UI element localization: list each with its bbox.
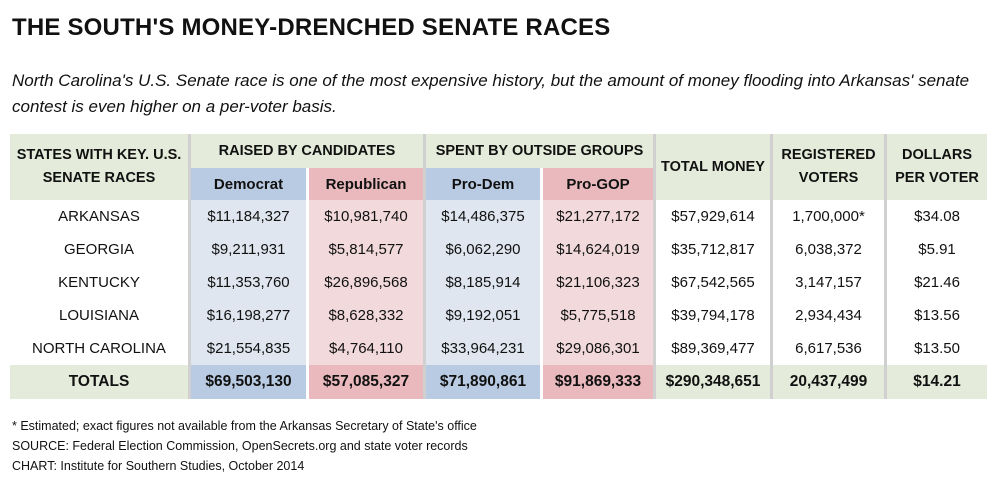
cell-state: NORTH CAROLINA bbox=[10, 332, 188, 365]
cell-registered-voters: 2,934,434 bbox=[770, 299, 885, 332]
header-dollars-per-voter: DOLLARS PER VOTER bbox=[884, 134, 988, 200]
cell-dollars-per-voter: $5.91 bbox=[884, 233, 988, 266]
cell-registered-voters: 6,617,536 bbox=[770, 332, 885, 365]
cell-state: ARKANSAS bbox=[10, 200, 188, 233]
total-cell-registered-voters: 20,437,499 bbox=[770, 365, 885, 399]
cell-pro-gop: $21,106,323 bbox=[540, 266, 654, 299]
cell-pro-dem: $14,486,375 bbox=[423, 200, 540, 233]
cell-pro-dem: $6,062,290 bbox=[423, 233, 540, 266]
cell-total-money: $57,929,614 bbox=[653, 200, 771, 233]
table-row: LOUISIANA $16,198,277 $8,628,332 $9,192,051… bbox=[10, 299, 988, 332]
cell-pro-gop: $29,086,301 bbox=[540, 332, 654, 365]
cell-republican: $5,814,577 bbox=[306, 233, 423, 266]
cell-republican: $8,628,332 bbox=[306, 299, 423, 332]
cell-total-money: $39,794,178 bbox=[653, 299, 771, 332]
header-raised-by-candidates: RAISED BY CANDIDATES bbox=[188, 134, 423, 168]
cell-pro-gop: $21,277,172 bbox=[540, 200, 654, 233]
table-row: KENTUCKY $11,353,760 $26,896,568 $8,185,914… bbox=[10, 266, 988, 299]
total-cell-state: TOTALS bbox=[10, 365, 188, 399]
totals-row: TOTALS $69,503,130 $57,085,327 $71,890,861 $… bbox=[10, 365, 988, 399]
footnote-estimated: * Estimated; exact figures not available… bbox=[12, 419, 477, 433]
cell-democrat: $9,211,931 bbox=[188, 233, 306, 266]
cell-pro-gop: $5,775,518 bbox=[540, 299, 654, 332]
cell-registered-voters: 3,147,157 bbox=[770, 266, 885, 299]
cell-republican: $26,896,568 bbox=[306, 266, 423, 299]
cell-total-money: $67,542,565 bbox=[653, 266, 771, 299]
senate-money-table: STATES WITH KEY. U.S. SENATE RACES RAISE… bbox=[10, 134, 988, 399]
cell-democrat: $21,554,835 bbox=[188, 332, 306, 365]
cell-registered-voters: 6,038,372 bbox=[770, 233, 885, 266]
cell-registered-voters: 1,700,000* bbox=[770, 200, 885, 233]
footnote-chart-credit: CHART: Institute for Southern Studies, O… bbox=[12, 459, 305, 473]
chart-title: THE SOUTH'S MONEY-DRENCHED SENATE RACES bbox=[12, 14, 611, 41]
total-cell-pro-dem: $71,890,861 bbox=[423, 365, 540, 399]
total-cell-total-money: $290,348,651 bbox=[653, 365, 771, 399]
total-cell-republican: $57,085,327 bbox=[306, 365, 423, 399]
header-registered-voters: REGISTERED VOTERS bbox=[770, 134, 885, 200]
cell-dollars-per-voter: $21.46 bbox=[884, 266, 988, 299]
header-total-money: TOTAL MONEY bbox=[653, 134, 771, 200]
table-body: ARKANSAS $11,184,327 $10,981,740 $14,486,37… bbox=[10, 200, 988, 399]
total-cell-pro-gop: $91,869,333 bbox=[540, 365, 654, 399]
cell-dollars-per-voter: $34.08 bbox=[884, 200, 988, 233]
cell-democrat: $11,184,327 bbox=[188, 200, 306, 233]
cell-state: KENTUCKY bbox=[10, 266, 188, 299]
cell-total-money: $35,712,817 bbox=[653, 233, 771, 266]
total-cell-dollars-per-voter: $14.21 bbox=[884, 365, 988, 399]
cell-total-money: $89,369,477 bbox=[653, 332, 771, 365]
cell-republican: $4,764,110 bbox=[306, 332, 423, 365]
subheader-republican: Republican bbox=[306, 168, 423, 200]
chart-subtitle: North Carolina's U.S. Senate race is one… bbox=[12, 71, 970, 116]
total-cell-democrat: $69,503,130 bbox=[188, 365, 306, 399]
table-row: GEORGIA $9,211,931 $5,814,577 $6,062,290 $14… bbox=[10, 233, 988, 266]
cell-state: GEORGIA bbox=[10, 233, 188, 266]
cell-pro-dem: $9,192,051 bbox=[423, 299, 540, 332]
cell-dollars-per-voter: $13.56 bbox=[884, 299, 988, 332]
cell-pro-dem: $8,185,914 bbox=[423, 266, 540, 299]
subheader-pro-dem: Pro-Dem bbox=[423, 168, 540, 200]
cell-democrat: $16,198,277 bbox=[188, 299, 306, 332]
cell-pro-dem: $33,964,231 bbox=[423, 332, 540, 365]
table-row: NORTH CAROLINA $21,554,835 $4,764,110 $33,9… bbox=[10, 332, 988, 365]
subheader-democrat: Democrat bbox=[188, 168, 306, 200]
table-row: ARKANSAS $11,184,327 $10,981,740 $14,486,37… bbox=[10, 200, 988, 233]
cell-republican: $10,981,740 bbox=[306, 200, 423, 233]
subheader-pro-gop: Pro-GOP bbox=[540, 168, 654, 200]
cell-state: LOUISIANA bbox=[10, 299, 188, 332]
footnote-source: SOURCE: Federal Election Commission, Ope… bbox=[12, 439, 468, 453]
cell-dollars-per-voter: $13.50 bbox=[884, 332, 988, 365]
cell-pro-gop: $14,624,019 bbox=[540, 233, 654, 266]
header-states: STATES WITH KEY. U.S. SENATE RACES bbox=[10, 134, 188, 200]
cell-democrat: $11,353,760 bbox=[188, 266, 306, 299]
header-spent-by-outside-groups: SPENT BY OUTSIDE GROUPS bbox=[423, 134, 654, 168]
